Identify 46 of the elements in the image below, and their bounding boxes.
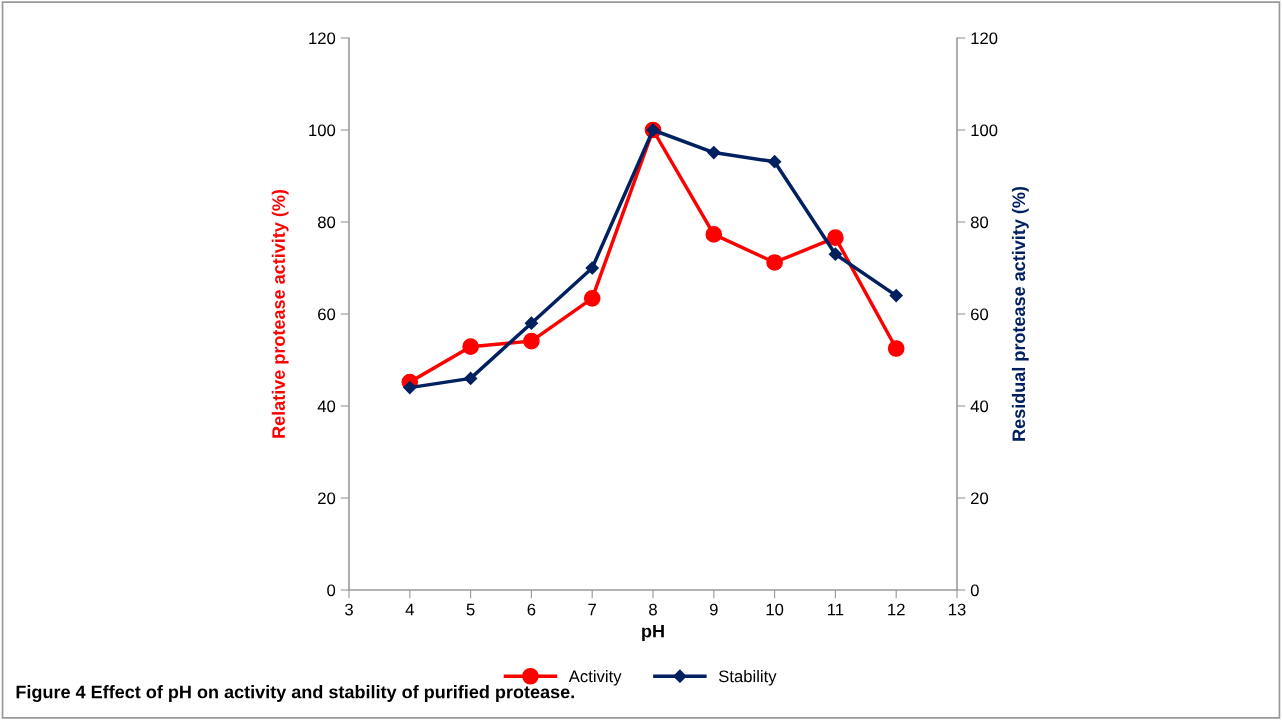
y-tick-label: 40 xyxy=(317,400,336,413)
point xyxy=(827,229,844,246)
caption: Figure 4 Effect of pH on activity and stability of purified protease. xyxy=(16,685,574,702)
x-axis-title: pH xyxy=(642,624,664,642)
y-tick-label: 120 xyxy=(309,32,336,45)
y-tick-label: 100 xyxy=(309,124,336,137)
x-tick-label: 5 xyxy=(466,603,475,616)
x-tick-label: 10 xyxy=(766,603,784,616)
y2-tick-label: 60 xyxy=(971,308,989,321)
x-tick-label: 12 xyxy=(888,603,905,616)
y-tick-label: 80 xyxy=(317,216,336,229)
legend-label: Activity xyxy=(568,670,622,686)
y2-tick-label: 0 xyxy=(970,584,979,597)
y2-axis-title: Residual protease activity (%) xyxy=(1011,186,1029,441)
x-tick-label: 9 xyxy=(709,603,718,616)
legend-label: Stability xyxy=(718,670,777,686)
point xyxy=(889,289,903,303)
x-tick-label: 4 xyxy=(405,603,414,616)
point xyxy=(887,340,905,357)
y2-tick-label: 80 xyxy=(970,216,989,229)
point xyxy=(768,155,782,169)
x-tick-label: 11 xyxy=(828,603,844,616)
x-tick-label: 13 xyxy=(949,603,966,616)
x-tick-label: 6 xyxy=(527,603,536,616)
y-axis-title: Relative protease activity (%) xyxy=(271,189,289,438)
x-tick-label: 7 xyxy=(588,603,596,616)
point xyxy=(462,338,479,355)
y-tick-label: 0 xyxy=(327,584,336,597)
point xyxy=(828,247,842,261)
point xyxy=(585,261,599,275)
point xyxy=(705,226,723,243)
point xyxy=(766,254,783,271)
y2-tick-label: 40 xyxy=(970,400,989,413)
point xyxy=(583,290,601,307)
point xyxy=(707,145,721,160)
point xyxy=(403,381,417,395)
y2-tick-label: 120 xyxy=(971,32,998,45)
point xyxy=(464,371,478,385)
y-tick-label: 60 xyxy=(318,308,336,321)
y-tick-label: 20 xyxy=(318,492,336,505)
point xyxy=(524,316,538,330)
point xyxy=(523,332,540,350)
x-tick-label: 8 xyxy=(649,603,657,616)
y2-tick-label: 100 xyxy=(971,124,998,137)
x-tick-label: 3 xyxy=(345,603,353,616)
y2-tick-label: 20 xyxy=(971,492,989,505)
